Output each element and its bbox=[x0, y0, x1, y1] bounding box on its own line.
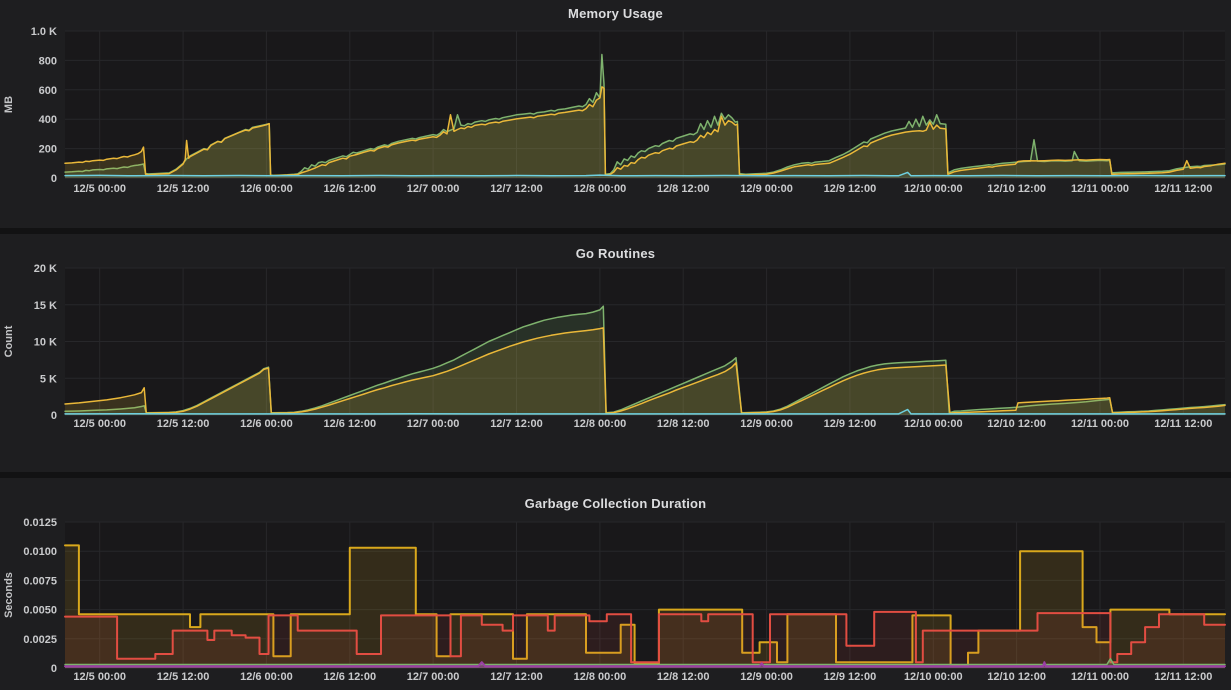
panel-header: Go Routines bbox=[0, 234, 1231, 263]
y-tick-label: 800 bbox=[39, 55, 57, 67]
x-tick-label: 12/8 12:00 bbox=[657, 183, 710, 195]
series-green-series-line bbox=[64, 657, 1226, 666]
y-tick-label: 0 bbox=[51, 410, 57, 422]
series-yellow-series-fill bbox=[65, 327, 1225, 415]
y-axis-unit-label: MB bbox=[3, 96, 15, 113]
y-tick-label: 0 bbox=[51, 663, 57, 675]
panel-title-memory-usage[interactable]: Memory Usage bbox=[568, 6, 663, 21]
y-tick-label: 10 K bbox=[34, 337, 57, 349]
y-tick-label: 5 K bbox=[40, 373, 57, 385]
x-tick-label: 12/11 00:00 bbox=[1071, 418, 1129, 430]
x-tick-label: 12/11 12:00 bbox=[1154, 418, 1212, 430]
plot-area[interactable] bbox=[65, 522, 1225, 668]
x-tick-label: 12/8 00:00 bbox=[574, 418, 627, 430]
x-tick-label: 12/10 12:00 bbox=[987, 418, 1046, 430]
y-tick-label: 200 bbox=[39, 144, 57, 156]
y-tick-label: 400 bbox=[39, 114, 57, 126]
y-tick-label: 0.0125 bbox=[23, 517, 57, 529]
series-purple-series-line bbox=[64, 661, 1226, 668]
x-tick-label: 12/7 12:00 bbox=[490, 418, 543, 430]
panel-memory-usage: Memory Usage 0 200 400 600 800 1.0 K 12/5 00:0… bbox=[0, 0, 1231, 228]
x-tick-label: 12/11 12:00 bbox=[1154, 671, 1212, 683]
x-tick-label: 12/11 00:00 bbox=[1071, 183, 1129, 195]
series-cyan-series-line bbox=[64, 408, 1226, 415]
x-tick-label: 12/10 12:00 bbox=[987, 671, 1046, 683]
series-red-series-fill bbox=[65, 611, 1225, 668]
x-tick-label: 12/7 12:00 bbox=[490, 183, 543, 195]
x-tick-label: 12/6 00:00 bbox=[240, 418, 293, 430]
y-tick-label: 15 K bbox=[34, 300, 57, 312]
x-tick-label: 12/5 00:00 bbox=[73, 671, 126, 683]
y-tick-label: 1.0 K bbox=[31, 26, 57, 38]
x-tick-label: 12/10 00:00 bbox=[904, 183, 963, 195]
panel-header: Garbage Collection Duration bbox=[0, 478, 1231, 513]
series-yellow-series-fill bbox=[65, 545, 1225, 668]
x-tick-label: 12/5 12:00 bbox=[157, 183, 210, 195]
series-green-series-fill bbox=[65, 306, 1225, 415]
x-tick-label: 12/11 00:00 bbox=[1071, 671, 1129, 683]
y-tick-label: 0.0100 bbox=[23, 546, 57, 558]
x-tick-label: 12/6 12:00 bbox=[323, 418, 376, 430]
series-cyan-series-line bbox=[64, 171, 1226, 177]
x-tick-label: 12/10 00:00 bbox=[904, 671, 963, 683]
x-tick-label: 12/7 12:00 bbox=[490, 671, 543, 683]
x-tick-label: 12/10 12:00 bbox=[987, 183, 1046, 195]
panel-go-routines: Go Routines 0 5 K 10 K 15 K 20 K 12/5 00:00 12… bbox=[0, 234, 1231, 472]
x-tick-label: 12/5 12:00 bbox=[157, 671, 210, 683]
x-tick-label: 12/8 00:00 bbox=[574, 671, 627, 683]
x-tick-label: 12/9 12:00 bbox=[824, 418, 877, 430]
panel-title-go-routines[interactable]: Go Routines bbox=[575, 246, 656, 261]
x-tick-label: 12/5 00:00 bbox=[73, 418, 126, 430]
x-tick-label: 12/8 12:00 bbox=[657, 418, 710, 430]
panel-garbage-collection-duration: Garbage Collection Duration 0 0.0025 0.005… bbox=[0, 478, 1231, 690]
x-tick-label: 12/9 00:00 bbox=[740, 183, 793, 195]
x-tick-label: 12/11 12:00 bbox=[1154, 183, 1212, 195]
x-tick-label: 12/7 00:00 bbox=[407, 671, 460, 683]
y-tick-label: 600 bbox=[39, 85, 57, 97]
y-axis-unit-label: Count bbox=[3, 325, 15, 357]
garbage-collection-duration-chart[interactable]: 0 0.0025 0.0050 0.0075 0.0100 0.0125 12/5 00:0… bbox=[0, 478, 1231, 690]
x-tick-label: 12/9 00:00 bbox=[740, 418, 793, 430]
x-tick-label: 12/8 12:00 bbox=[657, 671, 710, 683]
x-tick-label: 12/6 00:00 bbox=[240, 671, 293, 683]
y-tick-label: 0 bbox=[51, 173, 57, 185]
series-red-series-line bbox=[64, 610, 1226, 664]
y-tick-label: 0.0075 bbox=[23, 575, 57, 587]
x-tick-label: 12/6 12:00 bbox=[323, 183, 376, 195]
x-tick-label: 12/9 12:00 bbox=[824, 671, 877, 683]
x-tick-label: 12/6 00:00 bbox=[240, 183, 293, 195]
y-tick-label: 0.0025 bbox=[23, 634, 57, 646]
y-axis-unit-label: Seconds bbox=[3, 572, 15, 618]
x-tick-label: 12/9 00:00 bbox=[740, 671, 793, 683]
panel-header: Memory Usage bbox=[0, 0, 1231, 23]
panel-title-garbage-collection-duration[interactable]: Garbage Collection Duration bbox=[524, 496, 707, 511]
x-tick-label: 12/9 12:00 bbox=[824, 183, 877, 195]
x-tick-label: 12/5 12:00 bbox=[157, 418, 210, 430]
x-tick-label: 12/7 00:00 bbox=[407, 183, 460, 195]
x-tick-label: 12/5 00:00 bbox=[73, 183, 126, 195]
series-cyan-series-fill bbox=[65, 172, 1225, 178]
series-green-series-fill bbox=[65, 54, 1225, 178]
x-tick-label: 12/10 00:00 bbox=[904, 418, 963, 430]
memory-usage-chart[interactable]: 0 200 400 600 800 1.0 K 12/5 00:00 12/5 12:00 12… bbox=[0, 0, 1231, 228]
x-tick-label: 12/8 00:00 bbox=[574, 183, 627, 195]
y-tick-label: 20 K bbox=[34, 263, 57, 275]
x-tick-label: 12/6 12:00 bbox=[323, 671, 376, 683]
go-routines-chart[interactable]: 0 5 K 10 K 15 K 20 K 12/5 00:00 12/5 12:00 12/6… bbox=[0, 234, 1231, 472]
series-yellow-series-line bbox=[64, 327, 1226, 414]
x-tick-label: 12/7 00:00 bbox=[407, 418, 460, 430]
y-tick-label: 0.0050 bbox=[23, 605, 57, 617]
